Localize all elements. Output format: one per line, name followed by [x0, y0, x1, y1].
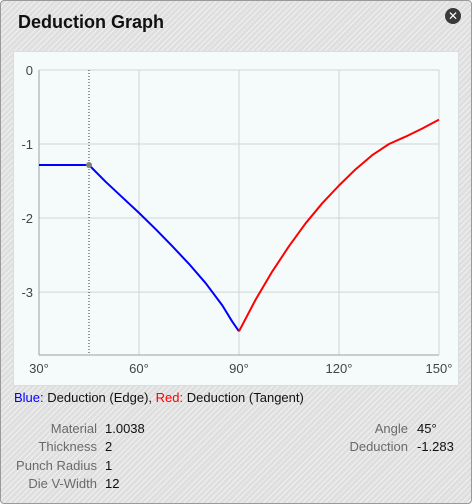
series-line — [238, 118, 440, 332]
deduction-label: Deduction — [349, 439, 408, 454]
punch-radius-label: Punch Radius — [16, 458, 97, 473]
deduction-value: -1.283 — [417, 439, 454, 454]
y-tick-label: 0 — [26, 63, 33, 78]
thickness-value: 2 — [105, 439, 113, 454]
legend: Blue: Deduction (Edge), Red: Deduction (… — [14, 390, 304, 405]
material-label: Material — [50, 421, 97, 436]
graph-panel: 0 -1 -2 -3 30° 60° 90° 120° 150° — [13, 51, 459, 386]
x-tick-label: 120° — [326, 361, 353, 376]
legend-red-prefix: Red: — [155, 390, 184, 405]
x-tick-label: 150° — [426, 361, 453, 376]
y-tick-label: -3 — [21, 285, 33, 300]
legend-red-text: Deduction (Tangent) — [183, 390, 304, 405]
x-tick-label: 90° — [229, 361, 249, 376]
title-bar: Deduction Graph ✕ — [1, 1, 471, 45]
material-value: 1.0038 — [105, 421, 145, 436]
punch-radius-value: 1 — [105, 458, 113, 473]
y-tick-label: -2 — [21, 211, 33, 226]
legend-blue-text: Deduction (Edge), — [43, 390, 153, 405]
x-tick-label: 30° — [29, 361, 49, 376]
angle-label: Angle — [374, 421, 408, 436]
thickness-label: Thickness — [38, 439, 97, 454]
series-line — [39, 164, 240, 332]
x-tick-label: 60° — [129, 361, 149, 376]
angle-value: 45° — [417, 421, 437, 436]
y-tick-label: -1 — [21, 137, 33, 152]
window-title: Deduction Graph — [18, 12, 165, 32]
close-icon[interactable]: ✕ — [445, 8, 461, 24]
legend-blue-prefix: Blue: — [14, 390, 44, 405]
current-angle-point — [86, 161, 92, 168]
die-v-width-label: Die V-Width — [28, 476, 97, 491]
deduction-chart: 0 -1 -2 -3 30° 60° 90° 120° 150° — [21, 63, 453, 376]
die-v-width-value: 12 — [105, 476, 120, 491]
